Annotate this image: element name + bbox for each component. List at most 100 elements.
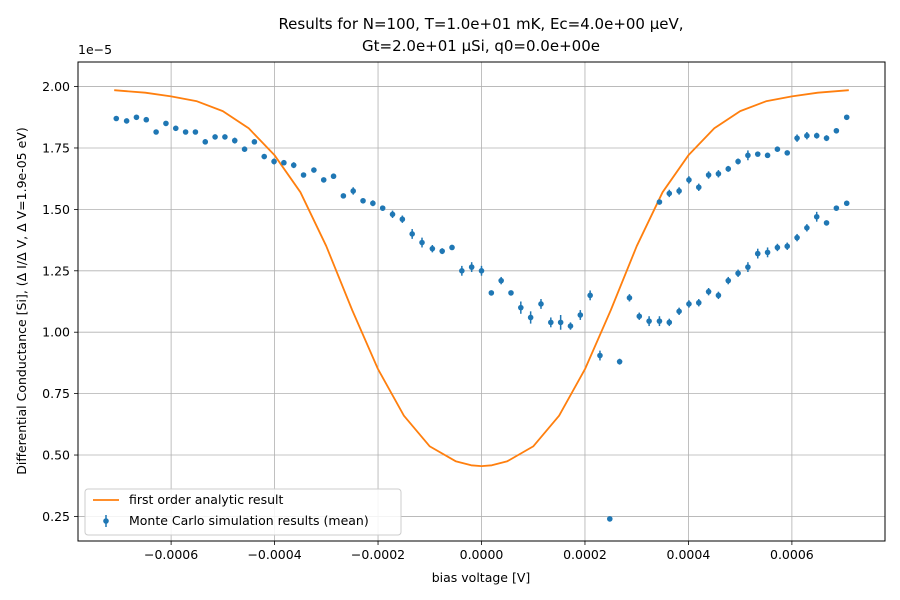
- mc-data-point: [813, 213, 820, 220]
- mc-data-point: [557, 319, 564, 326]
- mc-data-point: [735, 270, 741, 277]
- x-axis-ticks: −0.0006 −0.0004 −0.0002 0.0000 0.0002 0.0004 0…: [144, 541, 814, 562]
- mc-data-point: [656, 318, 663, 324]
- mc-data-point: [735, 158, 741, 165]
- mc-data-point: [695, 299, 702, 306]
- x-axis-label: bias voltage [V]: [432, 570, 531, 585]
- mc-data-point: [754, 151, 761, 157]
- mc-data-point: [774, 244, 781, 251]
- mc-data-point: [548, 319, 554, 326]
- chart-title: Results for N=100, T=1.0e+01 mK, Ec=4.0e…: [278, 15, 683, 55]
- mc-data-point: [231, 137, 238, 144]
- mc-data-point: [399, 216, 406, 223]
- y-tick-label: 0.75: [42, 386, 70, 401]
- y-tick-label: 1.75: [42, 140, 70, 155]
- mc-data-point: [271, 158, 277, 165]
- mc-data-point: [419, 239, 425, 246]
- mc-data-point: [123, 118, 130, 124]
- x-tick-label: −0.0006: [144, 547, 198, 562]
- legend-entry-monte-carlo: Monte Carlo simulation results (mean): [129, 513, 369, 528]
- mc-data-point: [833, 205, 840, 211]
- mc-data-point: [843, 114, 850, 121]
- mc-data-point: [813, 132, 820, 139]
- mc-data-point: [764, 152, 771, 159]
- y-axis-multiplier: 1e−5: [78, 42, 112, 57]
- y-tick-label: 1.00: [42, 325, 70, 340]
- mc-data-point: [113, 115, 120, 122]
- y-axis-ticks: 0.25 0.50 0.75 1.00 1.25 1.50 1.75 2.00: [42, 79, 78, 524]
- mc-data-point: [686, 301, 692, 307]
- mc-data-point: [646, 318, 652, 324]
- mc-data-point: [350, 188, 357, 194]
- mc-data-point: [705, 288, 712, 295]
- mc-data-point: [241, 146, 248, 153]
- mc-data-point: [212, 134, 218, 140]
- y-tick-label: 1.25: [42, 263, 70, 278]
- mc-data-point: [587, 292, 593, 299]
- mc-data-point: [320, 177, 327, 183]
- mc-data-point: [192, 129, 199, 135]
- mc-data-point: [172, 125, 179, 132]
- mc-data-point: [656, 199, 663, 205]
- legend-entry-analytic: first order analytic result: [129, 492, 283, 507]
- mc-data-point: [459, 267, 465, 274]
- mc-data-point: [626, 295, 633, 301]
- mc-data-point: [508, 290, 514, 296]
- mc-data-point: [666, 190, 673, 197]
- mc-data-point: [833, 127, 840, 134]
- legend-marker-swatch: [103, 518, 109, 524]
- mc-data-point: [379, 205, 386, 211]
- mc-data-point: [163, 120, 169, 127]
- mc-data-point: [745, 264, 751, 270]
- mc-data-point: [389, 211, 396, 218]
- mc-data-point: [261, 153, 268, 160]
- mc-data-point: [745, 152, 751, 159]
- plot-area: [113, 89, 850, 522]
- mc-data-point: [606, 516, 613, 522]
- mc-data-point: [429, 245, 436, 252]
- mc-data-point: [823, 135, 830, 141]
- mc-data-point: [794, 234, 800, 241]
- mc-data-point: [527, 314, 534, 321]
- mc-data-point: [754, 250, 761, 257]
- mc-data-point: [715, 170, 722, 177]
- mc-data-point: [764, 249, 771, 256]
- mc-data-point: [676, 188, 682, 194]
- mc-data-point: [843, 200, 850, 207]
- x-tick-label: −0.0004: [247, 547, 301, 562]
- mc-data-point: [202, 139, 209, 145]
- x-tick-label: −0.0002: [351, 547, 405, 562]
- mc-data-point: [449, 244, 455, 251]
- mc-data-point: [616, 358, 623, 365]
- mc-data-point: [143, 116, 150, 123]
- mc-data-point: [311, 167, 317, 173]
- analytic-curve: [114, 89, 849, 468]
- mc-data-point: [597, 352, 603, 359]
- x-tick-label: 0.0004: [667, 547, 711, 562]
- mc-data-point: [182, 129, 189, 135]
- y-tick-label: 2.00: [42, 79, 70, 94]
- mc-data-point: [636, 313, 643, 320]
- mc-data-point: [488, 290, 495, 296]
- mc-data-point: [804, 225, 810, 231]
- mc-data-point: [784, 243, 791, 250]
- mc-data-point: [222, 134, 228, 140]
- mc-data-point: [715, 292, 722, 299]
- mc-data-point: [804, 132, 810, 139]
- mc-data-point: [725, 166, 732, 172]
- mc-data-point: [133, 114, 140, 121]
- mc-data-point: [577, 312, 584, 318]
- mc-data-point: [153, 129, 159, 135]
- mc-data-point: [330, 173, 337, 180]
- legend-box: [84, 488, 402, 536]
- x-tick-label: 0.0002: [563, 547, 607, 562]
- mc-data-point: [300, 172, 307, 178]
- mc-data-point: [676, 308, 682, 315]
- mc-data-point: [705, 172, 712, 178]
- y-tick-label: 1.50: [42, 202, 70, 217]
- mc-data-point: [518, 304, 524, 311]
- mc-data-point: [370, 200, 376, 207]
- mc-data-point: [468, 264, 475, 270]
- mc-data-point: [340, 193, 347, 199]
- y-axis-label: Differential Conductance [Si], (Δ I/Δ V,…: [14, 127, 29, 474]
